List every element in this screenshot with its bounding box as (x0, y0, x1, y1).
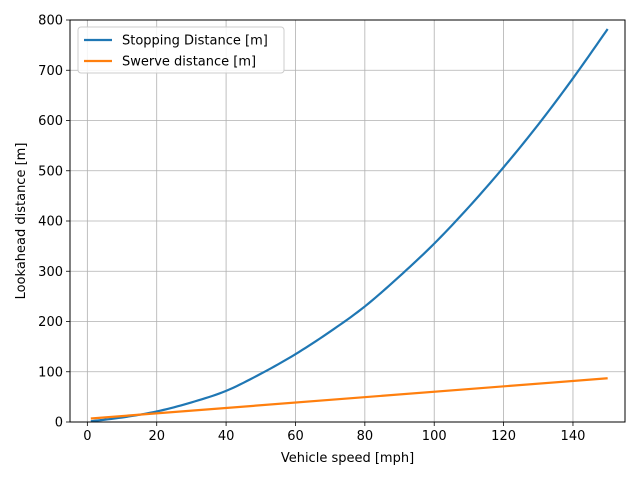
series-line-0 (90, 28, 609, 423)
x-tick-label: 140 (561, 429, 586, 444)
grid (70, 19, 625, 423)
y-tick-label: 0 (55, 416, 63, 431)
y-tick-label: 600 (38, 114, 63, 129)
series-line-1 (90, 377, 608, 420)
y-tick-label: 100 (38, 365, 63, 380)
series-layer (90, 28, 609, 423)
x-tick-label: 40 (218, 429, 235, 444)
x-axis-label: Vehicle speed [mph] (281, 451, 414, 466)
legend-box (77, 26, 285, 74)
legend-label: Stopping Distance [m] (122, 34, 268, 49)
legend: Stopping Distance [m] Swerve distance [m] (77, 26, 285, 74)
y-tick-label: 300 (38, 265, 63, 280)
x-tick-label: 100 (422, 429, 447, 444)
x-tick-label: 20 (148, 429, 165, 444)
y-tick-label: 200 (38, 315, 63, 330)
y-tick-label: 400 (38, 215, 63, 230)
y-tick-label: 800 (38, 14, 63, 29)
x-tick-label: 60 (287, 429, 304, 444)
ticks: 0 20 40 60 80 100 120 140 0 100 200 300 400 500 600 700… (38, 14, 585, 445)
legend-label: Swerve distance [m] (122, 55, 256, 70)
y-axis-label: Lookahead distance [m] (14, 143, 29, 300)
x-tick-label: 80 (357, 429, 374, 444)
y-tick-label: 500 (38, 164, 63, 179)
x-tick-label: 120 (491, 429, 516, 444)
x-tick-label: 0 (83, 429, 91, 444)
y-tick-label: 700 (38, 64, 63, 79)
